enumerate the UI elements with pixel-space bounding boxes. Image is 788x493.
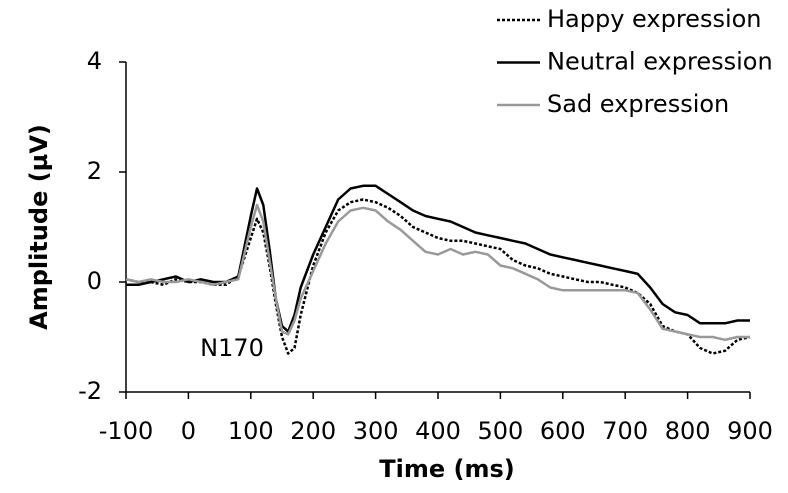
x-tick-label: 300 [353, 417, 399, 445]
x-tick-label: 400 [415, 417, 461, 445]
y-axis-title: Amplitude (µV) [25, 124, 53, 330]
x-tick-label: 900 [727, 417, 773, 445]
y-tick-label: 0 [87, 267, 102, 295]
annotation: N170 [200, 334, 264, 362]
x-axis-title: Time (ms) [379, 455, 514, 483]
x-tick-label: 0 [181, 417, 196, 445]
y-tick-label: 4 [87, 47, 102, 75]
x-tick-label: 200 [290, 417, 336, 445]
series-line [125, 198, 751, 355]
legend-label: Happy expression [547, 5, 762, 33]
x-tick-label: -100 [99, 417, 153, 445]
x-tick-label: 700 [602, 417, 648, 445]
x-tick-label: 800 [665, 417, 711, 445]
series-line [126, 184, 750, 333]
x-tick-label: 600 [540, 417, 586, 445]
legend-label: Sad expression [547, 90, 729, 118]
series-line [125, 203, 750, 342]
y-tick-label: 2 [87, 157, 102, 185]
x-tick-label: 500 [477, 417, 523, 445]
legend-label: Neutral expression [547, 48, 773, 76]
x-tick-label: 100 [228, 417, 274, 445]
y-tick-label: -2 [78, 377, 102, 405]
